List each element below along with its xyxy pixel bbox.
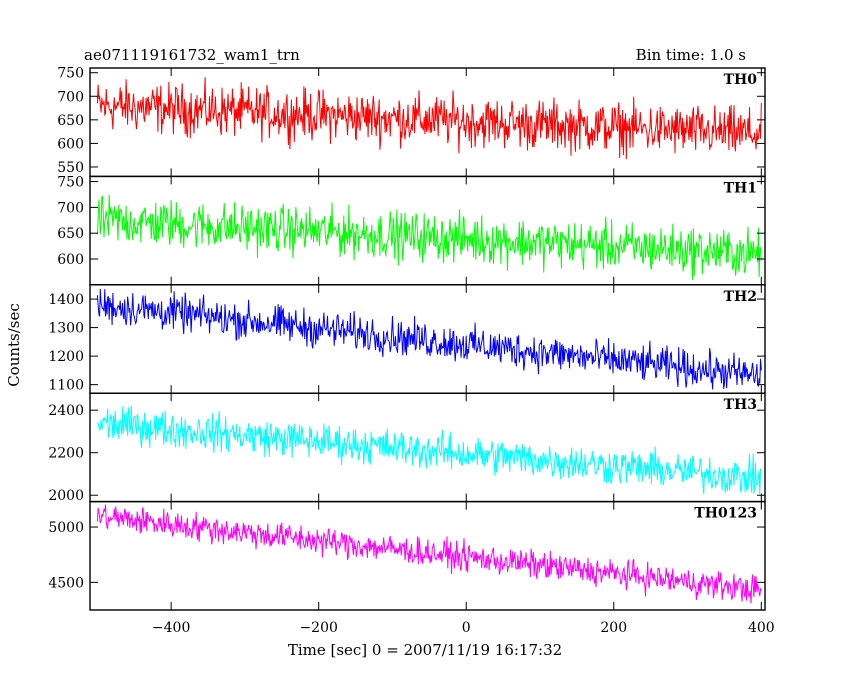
x-tick-label: −200 (299, 620, 337, 636)
y-tick-label: 2400 (48, 403, 84, 419)
y-tick-label: 650 (57, 113, 84, 129)
y-tick-label: 750 (57, 175, 84, 191)
series-line-th3 (96, 405, 762, 494)
panel-label-th0: TH0 (724, 72, 758, 88)
panel-th1: TH1 600 650 700 750 (57, 175, 766, 286)
y-tick-label: 600 (57, 136, 84, 152)
panel-label-th0123: TH0123 (694, 506, 757, 522)
panel-th3: TH3 2000 2200 2400 (48, 392, 766, 504)
y-axis-label: Counts/sec (5, 303, 23, 387)
series-line-th0 (96, 77, 762, 160)
x-tick-label: −400 (152, 620, 190, 636)
y-tick-label: 550 (57, 160, 84, 176)
series-line-th1 (96, 194, 762, 280)
y-tick-label: 5000 (48, 520, 84, 536)
y-tick-label: 1300 (48, 321, 84, 337)
y-tick-label: 650 (57, 226, 84, 242)
y-tick-label: 600 (57, 252, 84, 268)
panel-frame (89, 175, 766, 286)
panel-label-th2: TH2 (724, 289, 757, 305)
bin-time-label: Bin time: 1.0 s (636, 46, 746, 64)
x-tick-label: 400 (748, 620, 775, 636)
panel-th2: TH2 1100 1200 1300 1400 (48, 284, 766, 394)
panel-label-th1: TH1 (724, 180, 757, 196)
panel-frame (89, 284, 766, 394)
y-tick-label: 1200 (48, 349, 84, 365)
panel-frame (89, 500, 766, 611)
series-line-th2 (96, 288, 762, 390)
chart-title: ae071119161732_wam1_trn (84, 46, 300, 64)
x-axis-label: Time [sec] 0 = 2007/11/19 16:17:32 (288, 641, 562, 659)
y-tick-label: 2200 (48, 446, 84, 462)
y-tick-label: 1100 (48, 378, 84, 394)
panel-label-th3: TH3 (724, 397, 757, 413)
y-tick-label: 700 (57, 200, 84, 216)
series-line-th0123 (96, 504, 762, 604)
y-tick-label: 2000 (48, 488, 84, 504)
x-tick-label: 0 (462, 620, 471, 636)
panel-th0: TH0 550 600 650 700 750 (57, 66, 766, 178)
y-tick-label: 750 (57, 66, 84, 82)
y-tick-label: 4500 (48, 575, 84, 591)
y-tick-label: 700 (57, 89, 84, 105)
x-tick-label: 200 (600, 620, 627, 636)
y-tick-label: 1400 (48, 292, 84, 308)
panel-th0123: TH0123 4500 5000 (48, 500, 766, 611)
